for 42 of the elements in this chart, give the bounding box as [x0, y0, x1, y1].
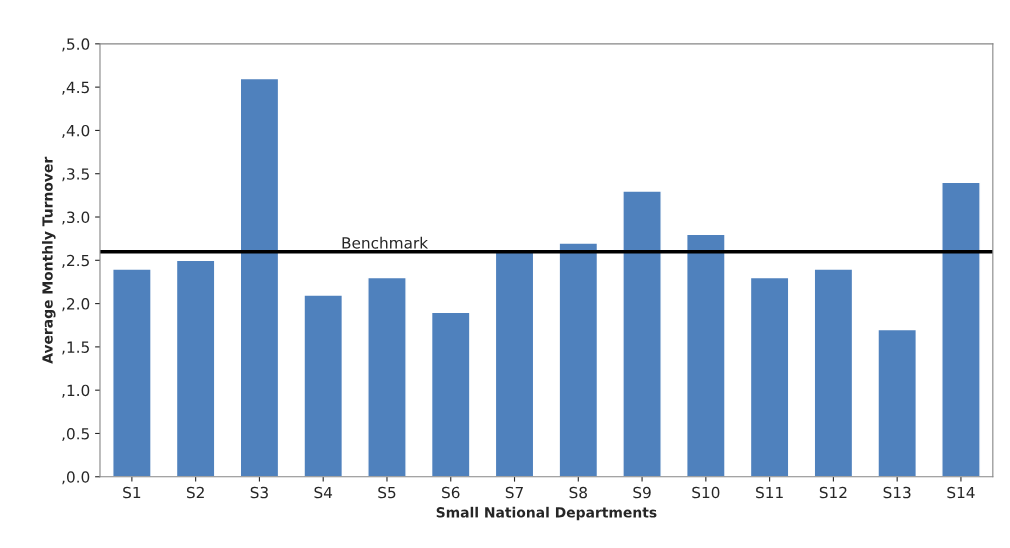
x-tick-label: S2 — [186, 486, 204, 499]
bar — [239, 77, 280, 477]
bar — [430, 311, 471, 477]
x-tick-label: S7 — [505, 486, 523, 499]
y-tick-label: ,3.5 — [62, 168, 89, 182]
bar — [112, 268, 152, 477]
ref-line-label: Benchmark — [342, 236, 429, 249]
bar — [303, 294, 344, 477]
y-tick-label: ,4.0 — [62, 124, 90, 138]
bar — [749, 276, 790, 477]
x-tick-label: S10 — [692, 486, 720, 499]
bar — [494, 250, 535, 477]
x-tick-label: S8 — [569, 486, 587, 499]
x-tick-label: S3 — [250, 486, 268, 499]
x-tick-label: S4 — [314, 486, 333, 499]
x-tick-label: S6 — [442, 486, 460, 499]
y-tick-label: ,1.0 — [62, 384, 90, 398]
y-tick-label: ,2.0 — [62, 298, 90, 312]
y-tick-label: ,3.0 — [62, 211, 90, 225]
y-tick-label: ,0.5 — [62, 427, 89, 442]
bar — [558, 242, 599, 477]
x-tick-label: S14 — [947, 486, 975, 499]
bar — [813, 268, 854, 477]
y-tick-label: ,2.5 — [62, 254, 89, 268]
bar — [175, 259, 216, 477]
bar — [622, 190, 662, 477]
y-tick-label: ,1.5 — [62, 341, 89, 355]
y-axis-title: Average Monthly Turnover — [42, 156, 56, 364]
x-tick-label: S9 — [633, 486, 651, 499]
bar — [877, 328, 917, 477]
y-tick-label: ,4.5 — [62, 81, 89, 95]
x-tick-label: S1 — [123, 486, 141, 499]
x-tick-label: S13 — [883, 486, 911, 499]
x-axis-title: Small National Departments — [436, 506, 657, 521]
y-tick-label: ,5.0 — [62, 38, 90, 52]
bar — [686, 233, 726, 477]
x-tick-label: S5 — [378, 486, 396, 499]
y-tick-label: ,0.0 — [62, 471, 90, 485]
bar — [941, 181, 981, 477]
x-tick-label: S11 — [756, 486, 783, 499]
bar — [367, 276, 407, 477]
x-tick-label: S12 — [819, 486, 847, 499]
